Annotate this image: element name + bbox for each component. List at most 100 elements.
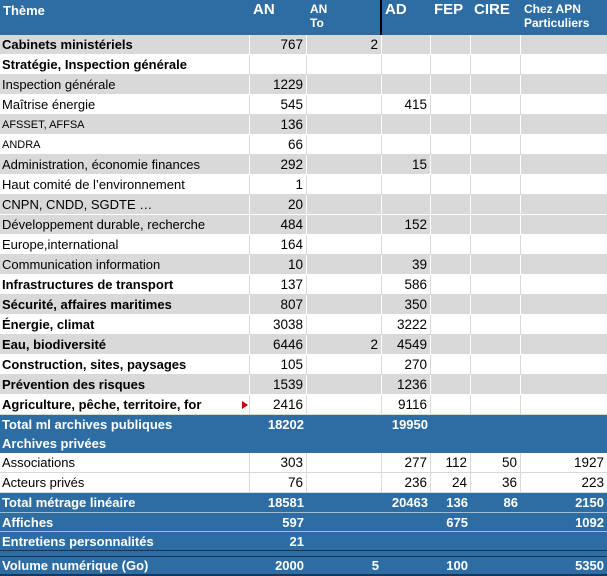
cell-ad[interactable]: 3222 [382, 315, 431, 335]
cell-cire[interactable] [471, 175, 521, 195]
cell-an[interactable]: 10 [250, 255, 307, 275]
cell-ad[interactable]: 4549 [382, 335, 431, 355]
cell-an[interactable]: 2000 [275, 558, 304, 573]
cell-cire[interactable] [471, 35, 521, 55]
cell-ad[interactable]: 19950 [391, 417, 428, 432]
cell-fep[interactable] [431, 235, 471, 255]
theme-cell[interactable]: Agriculture, pêche, territoire, for [0, 395, 250, 415]
cell-an[interactable] [250, 551, 307, 556]
header-an[interactable]: AN [253, 1, 275, 17]
cell-fep[interactable] [431, 434, 471, 453]
theme-cell[interactable]: Entretiens personnalités [2, 533, 154, 549]
cell-an_to[interactable] [307, 473, 382, 493]
theme-cell[interactable]: CNPN, CNDD, SGDTE … [0, 195, 250, 215]
cell-fep[interactable] [431, 315, 471, 335]
cell-an[interactable]: 6446 [250, 335, 307, 355]
cell-apn[interactable] [521, 532, 607, 550]
cell-apn[interactable] [521, 135, 607, 155]
cell-an_to[interactable] [307, 295, 382, 315]
cell-ad[interactable] [382, 235, 431, 255]
cell-an[interactable]: 105 [250, 355, 307, 375]
cell-ad[interactable]: 270 [382, 355, 431, 375]
cell-fep[interactable] [431, 135, 471, 155]
header-theme[interactable]: Thème [3, 3, 45, 18]
cell-fep[interactable] [431, 115, 471, 135]
cell-fep[interactable] [431, 175, 471, 195]
cell-apn[interactable] [521, 551, 607, 556]
cell-an[interactable]: 21 [289, 533, 304, 549]
cell-an[interactable]: 303 [250, 453, 307, 473]
cell-an_to[interactable]: 5 [371, 558, 379, 573]
cell-fep[interactable]: 24 [431, 473, 471, 493]
cell-an[interactable]: 767 [250, 35, 307, 55]
theme-cell[interactable]: Cabinets ministériels [0, 35, 250, 55]
header-an-to[interactable]: AN To [307, 0, 382, 35]
cell-apn[interactable]: 5350 [575, 558, 604, 573]
theme-cell[interactable]: Total ml archives publiques [2, 417, 173, 432]
cell-ad[interactable] [382, 195, 431, 215]
cell-cire[interactable]: 36 [471, 473, 521, 493]
cell-cire[interactable] [471, 275, 521, 295]
cell-ad[interactable] [382, 532, 431, 550]
theme-cell[interactable]: Développement durable, recherche [0, 215, 250, 235]
cell-cire[interactable] [471, 335, 521, 355]
cell-fep[interactable] [431, 415, 471, 434]
cell-an_to[interactable] [307, 315, 382, 335]
cell-cire[interactable] [471, 75, 521, 95]
cell-an_to[interactable] [307, 395, 382, 415]
cell-apn[interactable] [521, 255, 607, 275]
theme-cell[interactable]: Archives privées [2, 436, 107, 451]
cell-an_to[interactable] [307, 95, 382, 115]
theme-cell[interactable]: Prévention des risques [0, 375, 250, 395]
cell-apn[interactable] [521, 35, 607, 55]
cell-apn[interactable] [521, 235, 607, 255]
theme-cell[interactable]: Énergie, climat [0, 315, 250, 335]
cell-an[interactable]: 3038 [250, 315, 307, 335]
cell-fep[interactable] [431, 195, 471, 215]
theme-cell[interactable]: Total métrage linéaire [2, 495, 136, 510]
theme-cell[interactable]: Sécurité, affaires maritimes [0, 295, 250, 315]
cell-ad[interactable]: 586 [382, 275, 431, 295]
theme-cell[interactable]: AFSSET, AFFSA [0, 115, 250, 135]
cell-an_to[interactable] [307, 551, 382, 556]
cell-ad[interactable] [382, 551, 431, 556]
header-ad[interactable]: AD [385, 1, 407, 17]
cell-cire[interactable] [471, 255, 521, 275]
cell-an_to[interactable] [307, 415, 382, 434]
theme-cell[interactable]: Europe,international [0, 235, 250, 255]
cell-fep[interactable] [431, 95, 471, 115]
cell-fep[interactable] [431, 255, 471, 275]
theme-cell[interactable]: Communication information [0, 255, 250, 275]
cell-apn[interactable] [521, 335, 607, 355]
cell-an_to[interactable] [307, 355, 382, 375]
cell-an[interactable]: 597 [282, 514, 304, 530]
cell-an_to[interactable] [307, 155, 382, 175]
cell-fep[interactable] [431, 335, 471, 355]
cell-ad[interactable]: 152 [382, 215, 431, 235]
cell-ad[interactable] [382, 175, 431, 195]
cell-an_to[interactable] [307, 453, 382, 473]
cell-ad[interactable] [382, 35, 431, 55]
cell-cire[interactable] [471, 557, 521, 574]
cell-fep[interactable] [431, 395, 471, 415]
cell-an[interactable] [250, 55, 307, 75]
cell-cire[interactable] [471, 551, 521, 556]
cell-fep[interactable] [431, 532, 471, 550]
cell-ad[interactable]: 15 [382, 155, 431, 175]
theme-cell[interactable]: Acteurs privés [0, 473, 250, 493]
cell-an_to[interactable] [307, 215, 382, 235]
cell-ad[interactable] [382, 513, 431, 531]
cell-fep[interactable] [431, 275, 471, 295]
theme-cell[interactable]: Maîtrise énergie [0, 95, 250, 115]
cell-ad[interactable]: 277 [382, 453, 431, 473]
cell-apn[interactable] [521, 155, 607, 175]
cell-fep[interactable]: 112 [431, 453, 471, 473]
theme-cell[interactable]: Administration, économie finances [0, 155, 250, 175]
cell-ad[interactable] [382, 135, 431, 155]
cell-an[interactable]: 807 [250, 295, 307, 315]
theme-cell[interactable]: Affiches [2, 514, 54, 530]
cell-an[interactable]: 164 [250, 235, 307, 255]
cell-an_to[interactable] [307, 255, 382, 275]
cell-cire[interactable] [471, 315, 521, 335]
cell-an_to[interactable] [307, 532, 382, 550]
